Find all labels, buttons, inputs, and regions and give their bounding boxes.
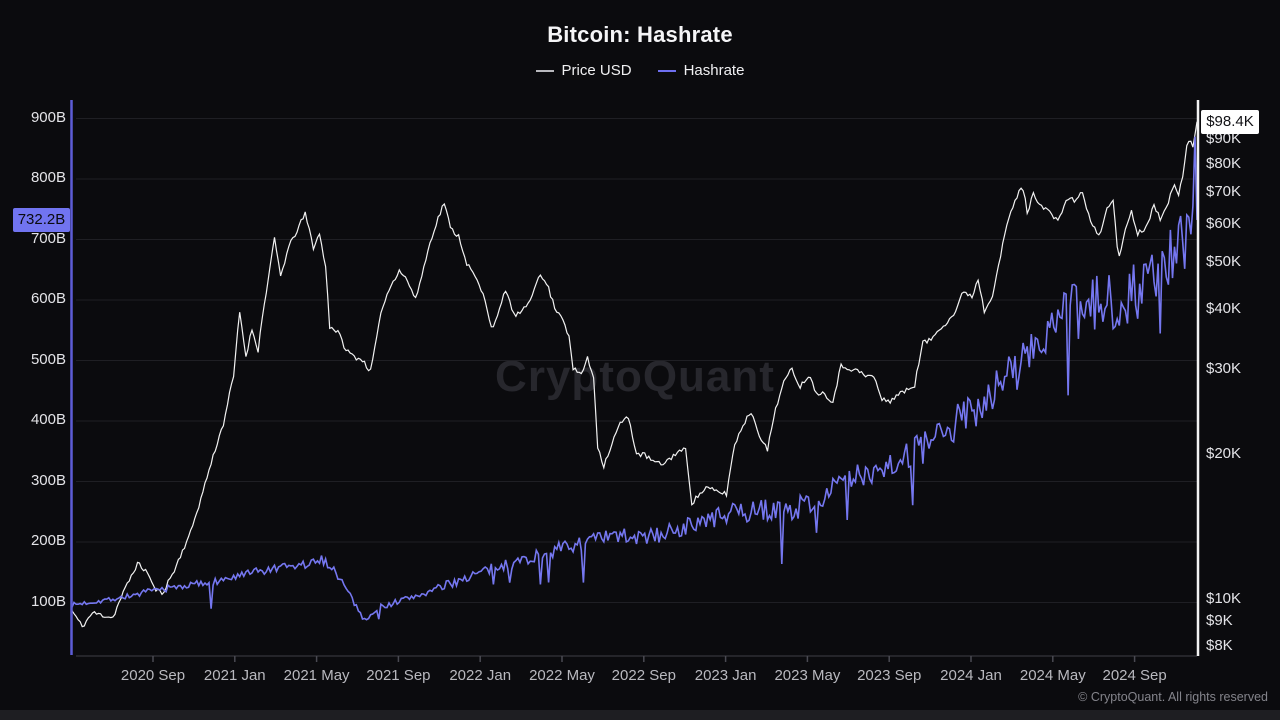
left-axis-tick: 500B: [30, 350, 66, 368]
right-axis-tick: $60K: [1206, 215, 1242, 233]
legend-label-price: Price USD: [561, 62, 632, 79]
right-axis-tick: $80K: [1206, 155, 1242, 172]
x-axis-tick: 2021 Jan: [203, 667, 266, 684]
left-axis-tick: 900B: [30, 108, 66, 126]
legend-item-hashrate[interactable]: Hashrate: [657, 62, 745, 79]
right-axis-tick: $30K: [1206, 360, 1242, 378]
x-axis-tick: 2021 May: [283, 667, 350, 684]
x-axis-tick: 2023 Sep: [857, 667, 922, 684]
price-current-value-badge: $98.4K: [1201, 109, 1259, 134]
left-axis-tick: 800B: [30, 169, 66, 186]
price-line-swatch-icon: [535, 69, 554, 72]
hashrate-current-value-badge: 732.2B: [13, 208, 70, 233]
left-axis-tick: 100B: [30, 592, 66, 610]
left-axis-tick: 600B: [30, 290, 66, 307]
x-axis-tick: 2022 Sep: [611, 667, 676, 684]
hashrate-line: [71, 136, 1198, 621]
left-axis-tick: 200B: [30, 532, 66, 549]
right-axis-tick: $50K: [1206, 253, 1242, 271]
x-axis-tick: 2021 Sep: [366, 667, 431, 684]
copyright-text: © CryptoQuant. All rights reserved: [1078, 690, 1268, 704]
right-axis-tick: $10K: [1206, 590, 1242, 607]
x-axis-tick: 2024 May: [1019, 667, 1086, 684]
right-axis-tick: $40K: [1206, 300, 1242, 317]
x-axis-tick: 2024 Sep: [1102, 667, 1167, 684]
right-axis-tick: $9K: [1206, 612, 1233, 630]
price-line: [71, 121, 1198, 628]
hashrate-line-swatch-icon: [657, 69, 676, 72]
left-axis-tick: 300B: [30, 471, 66, 489]
window-bottom-edge: [0, 710, 1280, 720]
right-axis-tick: $90K: [1206, 130, 1242, 148]
x-axis-tick: 2022 Jan: [449, 667, 512, 684]
x-axis-tick: 2023 May: [774, 667, 841, 684]
x-axis-tick: 2024 Jan: [940, 667, 1002, 684]
left-axis-tick: 400B: [30, 411, 66, 428]
legend-item-price[interactable]: Price USD: [535, 62, 632, 79]
legend-label-hashrate: Hashrate: [683, 62, 745, 79]
right-axis-tick: $70K: [1206, 182, 1242, 200]
right-axis-tick: $20K: [1206, 445, 1242, 462]
right-axis-tick: $8K: [1206, 636, 1233, 654]
left-axis-tick: 700B: [30, 229, 66, 247]
chart-legend: Price USD Hashrate: [0, 62, 1280, 79]
x-axis-tick: 2023 Jan: [694, 667, 757, 684]
x-axis-tick: 2020 Sep: [120, 667, 186, 684]
chart-title: Bitcoin: Hashrate: [547, 22, 733, 47]
x-axis-tick: 2022 May: [529, 667, 595, 684]
